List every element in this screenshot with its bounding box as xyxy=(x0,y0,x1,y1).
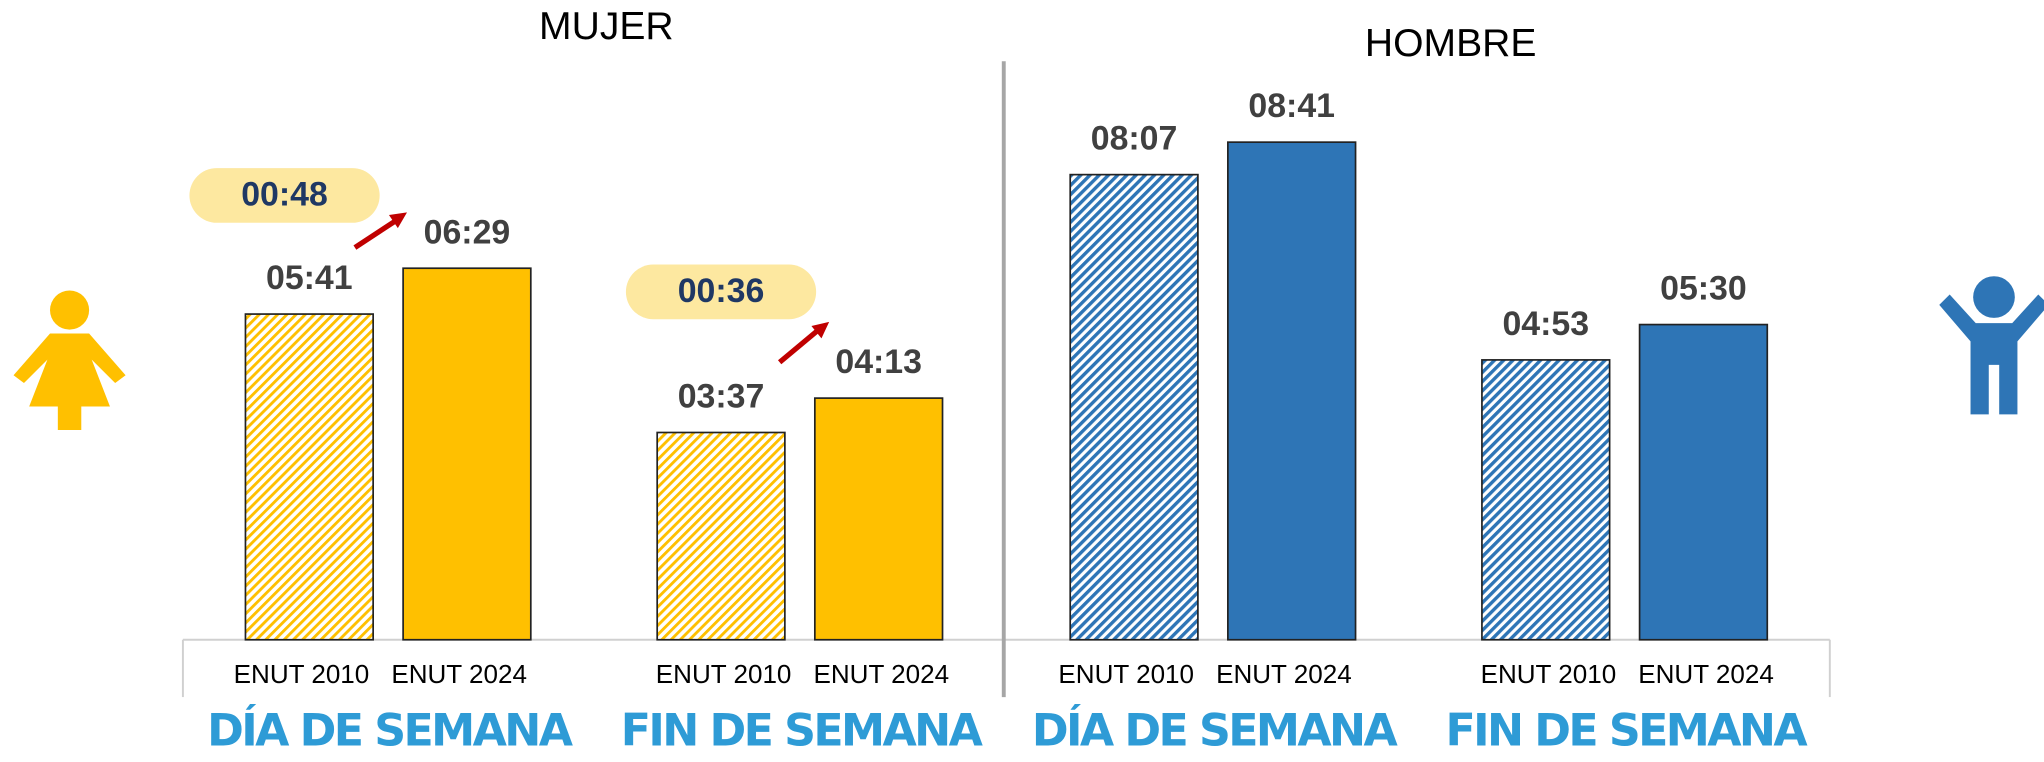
arrow-head xyxy=(811,321,830,339)
x-tick-label: ENUT 2010 xyxy=(1058,659,1194,689)
x-tick-label: ENUT 2010 xyxy=(234,659,370,689)
x-tick-label: ENUT 2024 xyxy=(391,659,527,689)
group-label: FIN DE SEMANA xyxy=(1445,706,1808,757)
bar xyxy=(1069,173,1199,641)
x-tick-label: ENUT 2024 xyxy=(813,659,949,689)
difference-label: 00:36 xyxy=(678,272,765,310)
man-icon xyxy=(1939,276,2044,415)
arrow xyxy=(353,218,399,250)
value-label: 08:41 xyxy=(1248,87,1335,125)
value-label: 04:53 xyxy=(1502,305,1589,343)
value-label: 05:30 xyxy=(1660,270,1747,308)
bar xyxy=(1638,323,1769,641)
x-tick-label: ENUT 2024 xyxy=(1638,659,1774,689)
chart-title: MUJER xyxy=(539,5,674,48)
arrow-head xyxy=(388,212,408,229)
bar xyxy=(813,397,944,641)
value-label: 05:41 xyxy=(266,259,353,297)
difference-pill xyxy=(625,264,817,320)
bar xyxy=(402,267,532,641)
value-label: 03:37 xyxy=(678,378,765,416)
arrow xyxy=(777,327,821,365)
group-label: DÍA DE SEMANA xyxy=(1032,704,1399,757)
chart-title: HOMBRE xyxy=(1365,22,1537,65)
group-label: FIN DE SEMANA xyxy=(621,706,984,757)
bar xyxy=(1481,359,1611,641)
bar xyxy=(244,313,374,641)
x-tick-label: ENUT 2024 xyxy=(1216,659,1352,689)
value-label: 04:13 xyxy=(835,343,922,381)
bar xyxy=(1227,141,1357,641)
x-tick-label: ENUT 2010 xyxy=(1481,659,1617,689)
bar xyxy=(656,431,786,641)
value-label: 06:29 xyxy=(424,213,511,251)
group-label: DÍA DE SEMANA xyxy=(207,704,574,757)
difference-pill xyxy=(189,168,380,223)
x-tick-label: ENUT 2010 xyxy=(656,659,792,689)
value-label: 08:07 xyxy=(1091,120,1178,158)
woman-icon xyxy=(13,290,126,430)
difference-label: 00:48 xyxy=(241,176,328,214)
